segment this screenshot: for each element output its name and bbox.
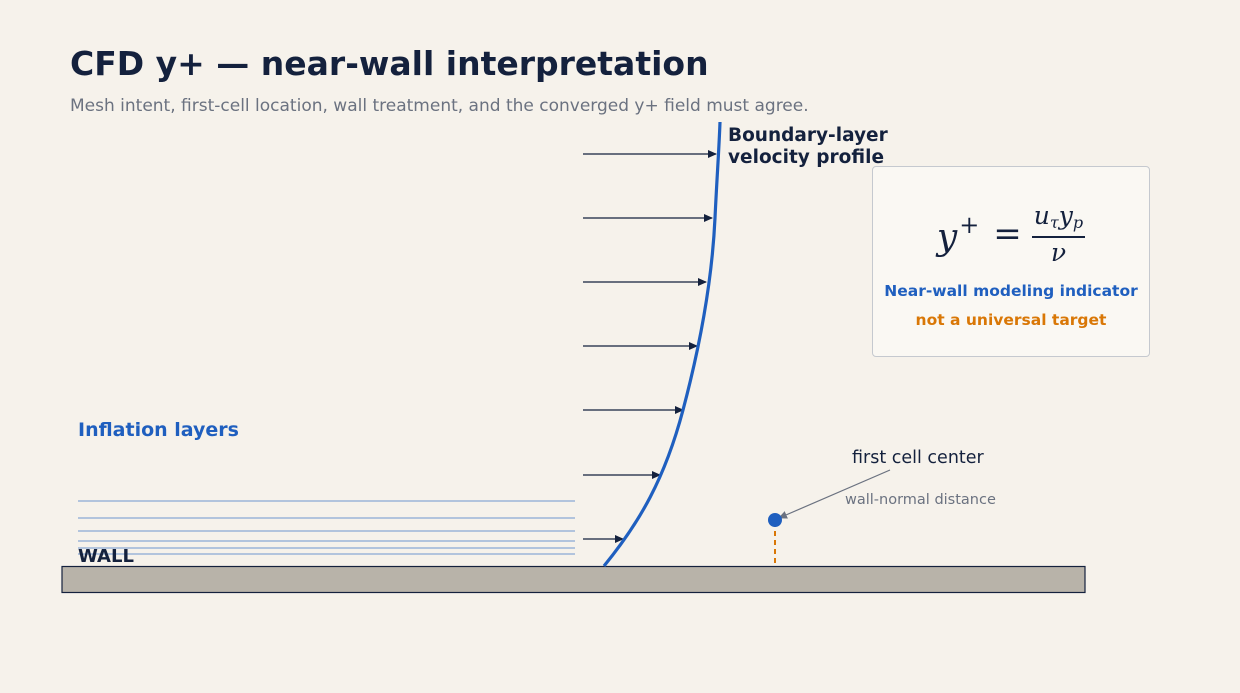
formula-equals: = (993, 214, 1022, 254)
velocity-vectors (583, 150, 717, 543)
inflation-layers (78, 500, 575, 555)
wall-label: WALL (78, 546, 134, 567)
formula-denominator: ν (1050, 238, 1067, 267)
velocity-profile-curve (602, 121, 722, 568)
first-cell-center-dot (768, 513, 782, 527)
velocity-profile-label-line1: Boundary-layer (728, 125, 889, 146)
velocity-profile-label: Boundary-layer velocity profile (728, 125, 894, 168)
velocity-profile-label-line2: velocity profile (728, 147, 884, 168)
formula-lhs: y+ (936, 210, 980, 258)
yplus-formula-card: y+ = uτyp ν Near-wall modeling indicator no… (872, 166, 1150, 357)
page-title: CFD y+ — near-wall interpretation (70, 44, 709, 83)
wall-surface (61, 565, 1086, 594)
formula-caption-indicator: Near-wall modeling indicator (884, 282, 1138, 300)
formula-fraction: uτyp ν (1031, 201, 1086, 267)
formula-caption-not-target: not a universal target (915, 311, 1107, 329)
first-cell-center-label: first cell center (852, 448, 985, 468)
page-subtitle: Mesh intent, first-cell location, wall t… (70, 96, 809, 116)
wall-normal-distance-label: wall-normal distance (845, 492, 996, 508)
formula-numerator: uτyp (1031, 201, 1086, 238)
first-cell-pointer (778, 469, 891, 519)
inflation-layers-label: Inflation layers (78, 419, 239, 441)
yplus-formula: y+ = uτyp ν (873, 201, 1149, 267)
